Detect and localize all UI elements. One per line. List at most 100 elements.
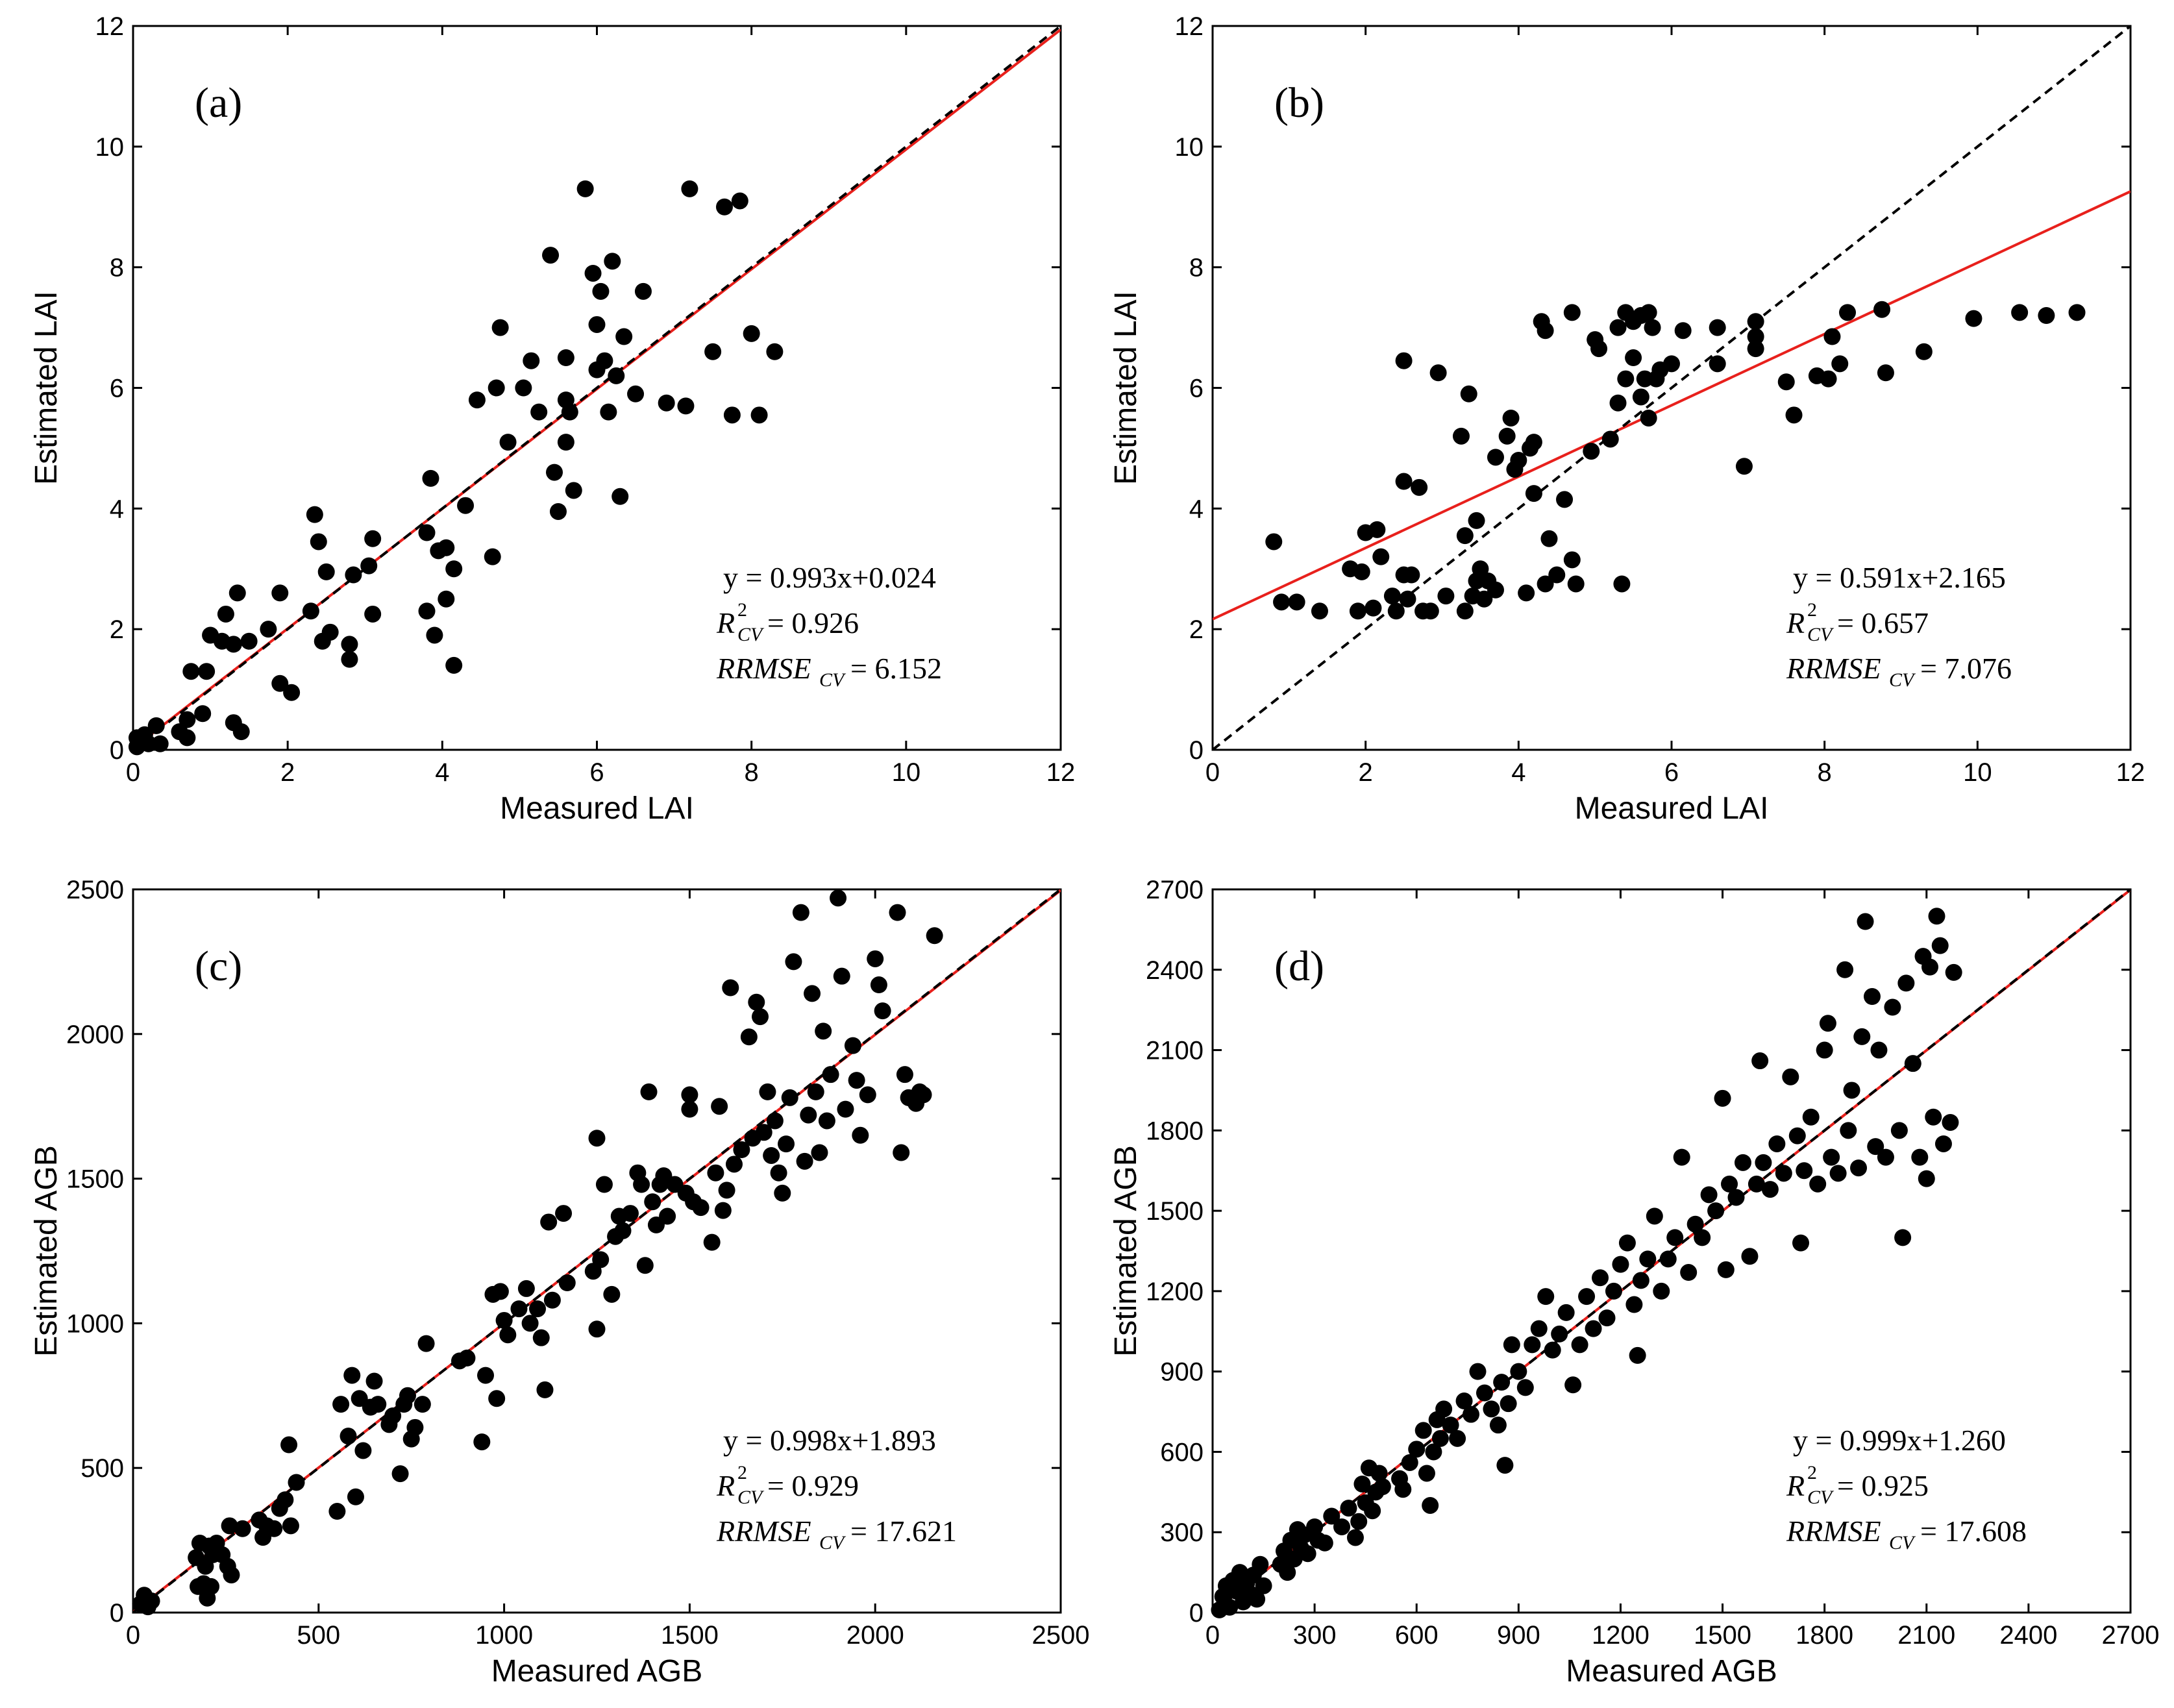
data-point xyxy=(1831,355,1849,373)
data-point xyxy=(438,539,455,556)
data-point xyxy=(532,1329,550,1346)
rrmse-value: = 17.621 xyxy=(850,1515,957,1548)
data-point xyxy=(1617,370,1635,388)
data-point xyxy=(1632,388,1649,406)
data-point xyxy=(1921,958,1939,976)
data-point xyxy=(1411,478,1428,496)
data-point xyxy=(391,1465,409,1483)
data-point xyxy=(1364,1502,1381,1520)
data-point xyxy=(179,711,196,728)
x-tick-label: 1200 xyxy=(1592,1621,1649,1650)
data-point xyxy=(1387,602,1405,620)
panel-label: (d) xyxy=(1274,943,1324,990)
data-point xyxy=(147,717,165,734)
data-point xyxy=(1663,355,1680,373)
data-point xyxy=(715,198,733,216)
data-point xyxy=(636,1257,654,1274)
y-tick-label: 4 xyxy=(1189,495,1204,523)
x-tick-label: 2000 xyxy=(846,1621,904,1650)
data-point xyxy=(1370,1465,1388,1482)
data-point xyxy=(778,1135,795,1153)
data-point xyxy=(714,1202,732,1219)
data-point xyxy=(1823,328,1841,345)
data-point xyxy=(1632,1272,1649,1289)
data-point xyxy=(1707,1202,1725,1220)
identity-line xyxy=(133,26,1061,750)
r2-subscript: CV xyxy=(1807,1487,1834,1508)
data-point xyxy=(1306,1518,1324,1535)
x-axis-label: Measured LAI xyxy=(1575,791,1769,826)
data-point xyxy=(704,343,722,360)
data-point xyxy=(759,1083,776,1100)
x-tick-label: 600 xyxy=(1395,1621,1439,1650)
x-axis-label: Measured AGB xyxy=(1566,1654,1777,1689)
data-point xyxy=(546,464,563,481)
data-point xyxy=(515,379,532,397)
data-point xyxy=(1782,1068,1799,1085)
data-point xyxy=(271,584,289,602)
data-point xyxy=(1717,1261,1735,1278)
data-point xyxy=(1252,1555,1269,1573)
data-point xyxy=(766,343,784,360)
r2-symbol: R xyxy=(1786,1469,1805,1502)
y-tick-label: 2 xyxy=(110,615,124,644)
r2-symbol: R xyxy=(716,1469,735,1502)
data-point xyxy=(595,1176,613,1193)
data-point xyxy=(1349,602,1366,620)
rrmse-subscript: CV xyxy=(819,669,846,691)
x-tick-label: 1500 xyxy=(661,1621,719,1650)
r2-value: = 0.657 xyxy=(1837,606,1929,639)
data-point xyxy=(1524,1336,1541,1354)
data-point xyxy=(640,1083,658,1100)
y-tick-label: 12 xyxy=(1175,12,1204,41)
data-point xyxy=(1483,1400,1500,1418)
y-tick-label: 10 xyxy=(1175,133,1204,162)
data-point xyxy=(1456,602,1474,620)
data-point xyxy=(692,1199,710,1217)
data-point xyxy=(1931,937,1949,954)
data-point xyxy=(488,379,505,397)
x-tick-label: 4 xyxy=(435,758,449,787)
data-point xyxy=(722,979,739,996)
x-tick-label: 4 xyxy=(1511,758,1526,787)
data-point xyxy=(703,1233,721,1251)
data-point xyxy=(521,1315,539,1332)
data-point xyxy=(915,1086,932,1104)
data-point xyxy=(1489,1417,1507,1434)
data-point xyxy=(1915,343,1933,360)
y-tick-label: 300 xyxy=(1160,1518,1204,1547)
data-point xyxy=(1265,533,1283,551)
data-point xyxy=(1353,1475,1371,1492)
data-point xyxy=(731,192,748,210)
data-point xyxy=(800,1106,817,1124)
data-point xyxy=(1452,427,1470,445)
data-point xyxy=(1394,1481,1412,1498)
data-point xyxy=(1463,1405,1480,1423)
data-point xyxy=(445,560,463,578)
data-point xyxy=(1399,590,1416,608)
data-point xyxy=(536,1381,554,1398)
data-point xyxy=(491,319,509,336)
data-point xyxy=(1748,1175,1765,1193)
x-tick-label: 8 xyxy=(745,758,759,787)
data-point xyxy=(543,1291,561,1309)
data-point xyxy=(611,488,629,505)
data-point xyxy=(1877,1148,1894,1166)
data-point xyxy=(1850,1159,1868,1177)
data-point xyxy=(1625,349,1642,367)
data-point xyxy=(1340,1500,1357,1517)
data-point xyxy=(889,904,906,921)
y-tick-label: 2000 xyxy=(66,1021,124,1049)
data-point xyxy=(576,180,594,197)
data-point xyxy=(1918,1170,1935,1187)
x-tick-label: 2400 xyxy=(1999,1621,2057,1650)
data-point xyxy=(340,1428,357,1445)
data-point xyxy=(634,282,652,300)
rrmse-symbol: RRMSE xyxy=(1786,1515,1881,1548)
data-point xyxy=(1884,998,1901,1016)
y-tick-label: 8 xyxy=(110,254,124,282)
x-tick-label: 1800 xyxy=(1796,1621,1853,1650)
data-point xyxy=(1694,1229,1711,1246)
data-point xyxy=(1540,530,1558,547)
